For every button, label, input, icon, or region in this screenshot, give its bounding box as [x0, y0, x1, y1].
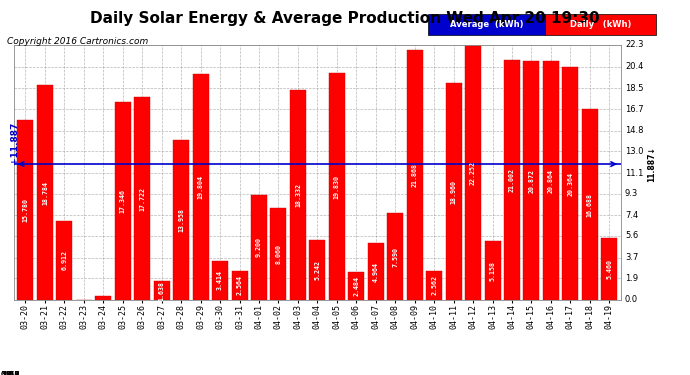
Bar	[193, 74, 208, 300]
Text: 18.5: 18.5	[1, 370, 19, 375]
Bar	[17, 120, 33, 300]
Bar	[446, 83, 462, 300]
Text: Daily Solar Energy & Average Production Wed Apr 20 19:30: Daily Solar Energy & Average Production …	[90, 11, 600, 26]
Bar	[135, 98, 150, 300]
Text: 1.638: 1.638	[159, 280, 165, 301]
Text: 3.414: 3.414	[217, 270, 223, 291]
Bar	[270, 208, 286, 300]
Text: 7.590: 7.590	[392, 247, 398, 267]
Bar	[562, 67, 578, 300]
Text: 6.912: 6.912	[61, 251, 68, 270]
Bar	[426, 271, 442, 300]
Text: 16.688: 16.688	[587, 193, 593, 217]
Text: 7.4: 7.4	[1, 370, 14, 375]
Bar	[348, 272, 364, 300]
Text: 16.7: 16.7	[1, 370, 19, 375]
Bar	[406, 50, 423, 300]
Text: 7.4: 7.4	[625, 211, 638, 220]
Bar	[115, 102, 131, 300]
Bar	[95, 296, 111, 300]
Text: 4.964: 4.964	[373, 262, 379, 282]
Text: 5.6: 5.6	[625, 231, 638, 240]
Text: 14.8: 14.8	[625, 126, 643, 135]
Bar	[251, 195, 267, 300]
Text: 3.7: 3.7	[1, 370, 14, 375]
Text: 11.1: 11.1	[625, 169, 643, 178]
Text: 18.5: 18.5	[625, 84, 643, 93]
Text: 9.200: 9.200	[256, 237, 262, 257]
Text: Copyright 2016 Cartronics.com: Copyright 2016 Cartronics.com	[7, 38, 148, 46]
Bar	[504, 60, 520, 300]
Bar	[232, 271, 248, 300]
Text: 11.1: 11.1	[1, 370, 19, 375]
Text: 1.9: 1.9	[1, 370, 14, 375]
Text: 20.4: 20.4	[625, 62, 643, 71]
Text: 13.0: 13.0	[625, 147, 643, 156]
Text: 17.346: 17.346	[120, 189, 126, 213]
Bar	[387, 213, 403, 300]
Bar	[524, 62, 540, 300]
Text: 21.868: 21.868	[412, 163, 417, 187]
Text: 20.4: 20.4	[1, 370, 19, 375]
Bar	[368, 243, 384, 300]
Text: 13.0: 13.0	[1, 370, 19, 375]
Bar	[484, 241, 500, 300]
Text: 5.242: 5.242	[315, 260, 320, 280]
Text: 16.7: 16.7	[625, 105, 644, 114]
Text: 18.332: 18.332	[295, 183, 301, 207]
Text: Daily   (kWh): Daily (kWh)	[570, 20, 631, 29]
Text: 2.562: 2.562	[431, 275, 437, 296]
Text: 13.958: 13.958	[178, 208, 184, 232]
Bar	[37, 85, 53, 300]
Text: 5.6: 5.6	[1, 370, 14, 375]
Text: 8.060: 8.060	[275, 244, 282, 264]
Bar	[290, 90, 306, 300]
Text: 20.864: 20.864	[548, 169, 554, 193]
Bar	[465, 45, 481, 300]
Bar	[309, 240, 326, 300]
Text: 19.804: 19.804	[197, 175, 204, 199]
Text: 20.364: 20.364	[567, 172, 573, 196]
Text: 3.7: 3.7	[625, 253, 638, 262]
Bar	[582, 109, 598, 300]
Text: 11.887↓: 11.887↓	[648, 146, 657, 182]
Text: 22.252: 22.252	[470, 161, 476, 185]
Text: 22.3: 22.3	[1, 370, 19, 375]
Bar	[329, 73, 345, 300]
Text: +11.887: +11.887	[10, 122, 19, 164]
Text: 22.3: 22.3	[625, 40, 643, 50]
Bar	[212, 261, 228, 300]
Text: 14.8: 14.8	[1, 370, 19, 375]
Text: 15.780: 15.780	[23, 198, 28, 222]
Text: 19.830: 19.830	[334, 175, 340, 199]
Bar	[602, 238, 618, 300]
Text: 0.0: 0.0	[625, 296, 638, 304]
Text: 18.960: 18.960	[451, 180, 457, 204]
Bar	[543, 62, 559, 300]
Text: 5.158: 5.158	[489, 261, 495, 280]
Text: 2.564: 2.564	[237, 275, 243, 296]
Text: 21.002: 21.002	[509, 168, 515, 192]
Bar	[57, 221, 72, 300]
Text: 2.484: 2.484	[353, 276, 359, 296]
Text: 9.3: 9.3	[1, 370, 14, 375]
Text: 5.460: 5.460	[607, 259, 612, 279]
Text: 1.9: 1.9	[625, 274, 638, 283]
Bar	[173, 140, 189, 300]
Text: 17.722: 17.722	[139, 187, 146, 211]
Text: 9.3: 9.3	[625, 189, 638, 198]
Text: 0.0: 0.0	[1, 370, 14, 375]
Bar	[154, 281, 170, 300]
Text: 18.784: 18.784	[42, 181, 48, 205]
Text: Average  (kWh): Average (kWh)	[450, 20, 523, 29]
Text: 20.872: 20.872	[529, 169, 535, 193]
